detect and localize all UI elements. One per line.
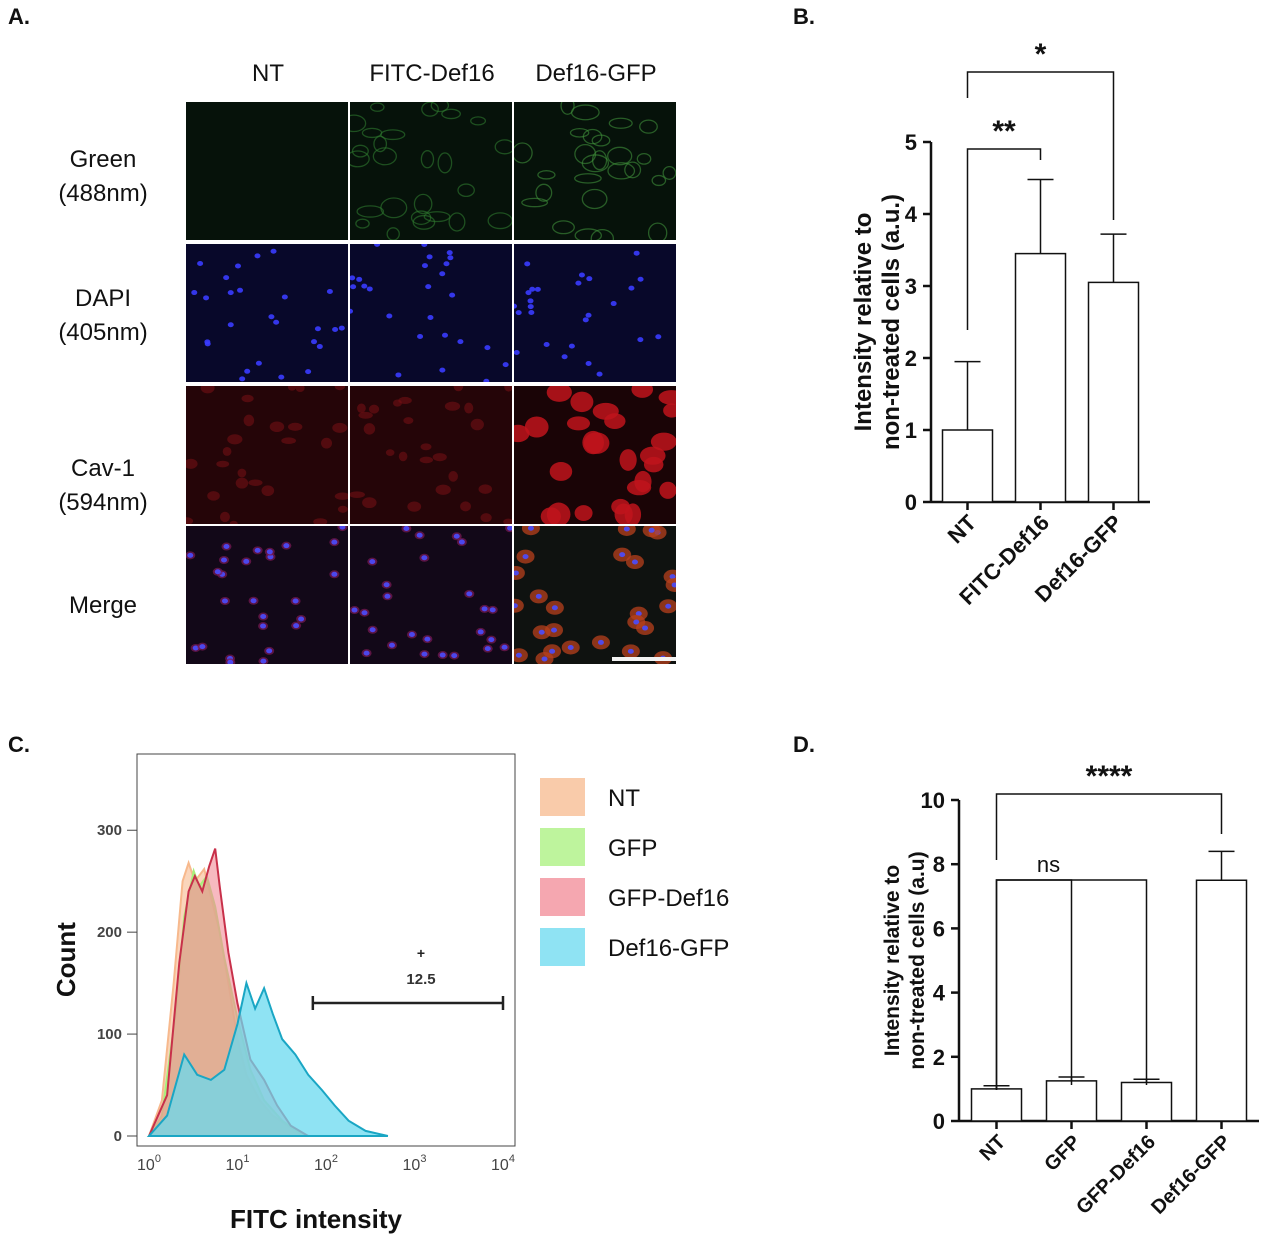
- significance-label: ns: [1037, 852, 1060, 877]
- x-tick-label: Def16-GFP: [1147, 1131, 1235, 1219]
- column-header-fitc-def16: FITC-Def16: [369, 60, 495, 87]
- legend-swatch-gfp: [540, 828, 585, 866]
- micrograph-green-fitc-def16: [350, 102, 512, 240]
- x-tick-label: 100: [137, 1153, 161, 1174]
- panel-label-a: A.: [8, 4, 30, 29]
- micrograph-cav-fitc-def16: [350, 386, 512, 524]
- row-header-dapi-line2: (405nm): [58, 319, 148, 346]
- column-header-nt: NT: [252, 60, 284, 87]
- significance-bracket: [995, 879, 1073, 1090]
- row-header-merge-line1: Merge: [68, 592, 138, 619]
- bar-gfp: [1045, 1080, 1098, 1122]
- y-tick-label: 3: [905, 274, 917, 299]
- row-header-dapi-line1: DAPI: [74, 285, 131, 312]
- y-tick-label: 0: [114, 1128, 122, 1145]
- bar-def16-gfp: [1195, 879, 1248, 1122]
- row-header-green-line2: (488nm): [58, 180, 148, 207]
- bar-def16-gfp: [1087, 281, 1140, 503]
- micrograph-merge-nt: [186, 526, 348, 664]
- y-tick-label: 8: [933, 852, 945, 877]
- legend-label-gfp-def16: GFP-Def16: [608, 885, 729, 912]
- legend-swatch-gfp-def16: [540, 878, 585, 916]
- bar-gfp-def16: [1120, 1081, 1173, 1122]
- y-tick-label: 100: [97, 1026, 122, 1043]
- significance-label: **: [992, 115, 1016, 148]
- y-axis-label-line1: Intensity relative to: [881, 865, 904, 1056]
- y-tick-label: 4: [933, 981, 946, 1006]
- x-tick-label: 103: [403, 1153, 427, 1174]
- y-tick-label: 5: [905, 130, 917, 155]
- micrograph-merge-def16-gfp: [514, 526, 676, 664]
- legend-label-gfp: GFP: [608, 835, 657, 862]
- row-header-green: Green (488nm): [28, 143, 178, 211]
- x-tick-label: 104: [491, 1153, 515, 1174]
- y-tick-label: 10: [921, 788, 945, 813]
- column-header-def16-gfp: Def16-GFP: [535, 60, 657, 87]
- significance-bracket: [966, 71, 1115, 220]
- bar-chart-b: 0 1 2 3 4 5 Intensity relative to non-treated c…: [850, 38, 1150, 610]
- micrograph-merge-fitc-def16: [350, 526, 512, 664]
- row-header-green-line1: Green: [69, 146, 137, 173]
- panel-label-d: D.: [793, 732, 815, 757]
- x-tick-label: NT: [976, 1131, 1010, 1165]
- gate-marker: +: [417, 945, 425, 961]
- y-axis-label-line1: Intensity relative to: [850, 213, 877, 432]
- x-tick-label: GFP-Def16: [1072, 1131, 1160, 1219]
- bar-fitc-def16: [1014, 252, 1067, 503]
- significance-bracket: [995, 879, 1148, 1090]
- y-tick-label: 0: [933, 1109, 945, 1134]
- significance-bracket: [995, 793, 1223, 860]
- row-header-cav1-line1: Cav-1: [70, 455, 136, 482]
- significance-label: *: [1035, 38, 1047, 71]
- y-tick-label: 4: [905, 202, 918, 227]
- row-header-merge: Merge: [28, 589, 178, 623]
- y-tick-label: 2: [905, 346, 917, 371]
- y-tick-label: 1: [905, 418, 917, 443]
- gate-label: 12.5: [406, 971, 435, 988]
- legend-label-def16-gfp: Def16-GFP: [608, 935, 729, 962]
- x-tick-label: NT: [943, 509, 982, 548]
- row-header-dapi: DAPI (405nm): [28, 282, 178, 350]
- y-axis-label: Count: [51, 922, 81, 997]
- x-axis-label: FITC intensity: [230, 1204, 402, 1234]
- micrograph-cav-def16-gfp: [514, 386, 676, 524]
- micrograph-dapi-nt: [186, 244, 348, 382]
- y-axis-label-line2: non-treated cells (a.u): [906, 851, 929, 1069]
- y-tick-label: 300: [97, 822, 122, 839]
- micrograph-green-nt: [186, 102, 348, 240]
- legend-swatch-nt: [540, 778, 585, 816]
- row-header-cav1-line2: (594nm): [58, 489, 148, 516]
- micrograph-cav-nt: [186, 386, 348, 524]
- micrograph-dapi-def16-gfp: [514, 244, 676, 382]
- x-tick-label: GFP: [1040, 1131, 1085, 1176]
- bar-chart-d: 0 2 4 6 8 10 Intensity relative to non-treated …: [881, 760, 1259, 1219]
- legend-label-nt: NT: [608, 785, 640, 812]
- bar-nt: [970, 1088, 1023, 1122]
- y-tick-label: 200: [97, 924, 122, 941]
- histogram-chart-c: 0 100 200 300 100 101 102 103 104 FITC intensity C…: [51, 753, 729, 1234]
- plot-frame: [136, 753, 516, 1147]
- y-axis-label-line2: non-treated cells (a.u.): [878, 194, 905, 450]
- significance-bracket: [966, 148, 1042, 330]
- x-tick-label: 102: [314, 1153, 338, 1174]
- micrograph-dapi-fitc-def16: [350, 244, 512, 382]
- histogram-def16-gfp: [146, 979, 389, 1137]
- row-header-cav1: Cav-1 (594nm): [28, 452, 178, 520]
- significance-label: ****: [1086, 760, 1133, 793]
- panel-label-c: C.: [8, 732, 30, 757]
- scale-bar: [612, 657, 676, 661]
- legend-swatch-def16-gfp: [540, 928, 585, 966]
- bar-nt: [941, 429, 994, 503]
- panel-label-b: B.: [793, 4, 815, 29]
- micrograph-green-def16-gfp: [514, 102, 676, 240]
- y-tick-label: 2: [933, 1045, 945, 1070]
- y-tick-label: 0: [905, 490, 917, 515]
- y-tick-label: 6: [933, 916, 945, 941]
- x-tick-label: 101: [226, 1153, 250, 1174]
